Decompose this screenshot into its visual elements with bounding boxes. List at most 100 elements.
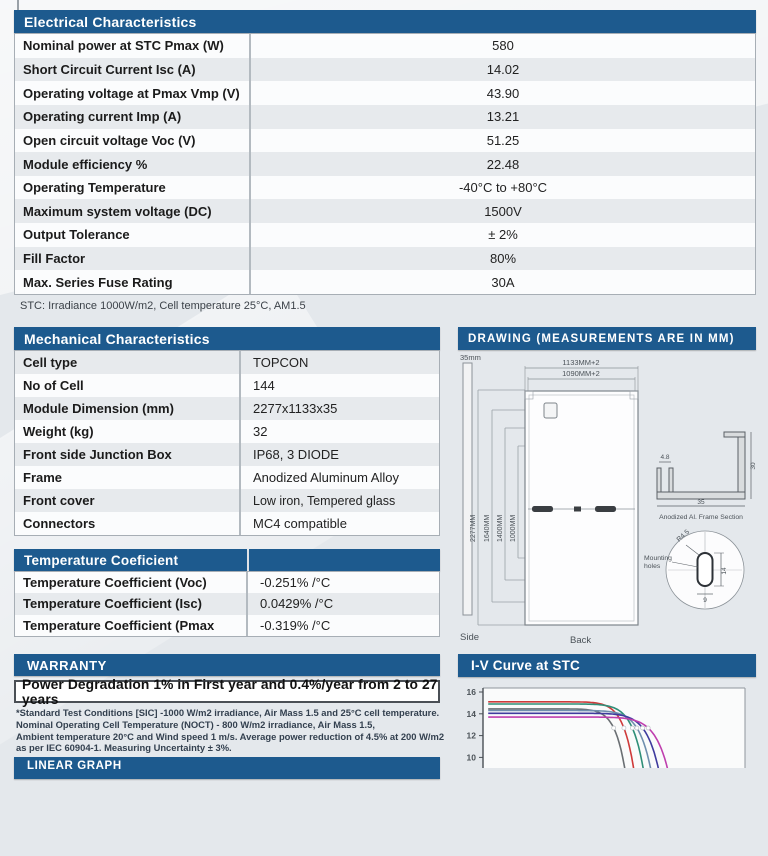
connector-mid — [574, 506, 581, 512]
row-label: Temperature Coefficient (Pmax — [15, 614, 248, 636]
row-label: Operating voltage at Pmax Vmp (V) — [15, 81, 251, 105]
table-row: Module efficiency % 22.48 — [15, 152, 755, 176]
frame-caption: Anodized Al. Frame Section — [659, 514, 743, 521]
table-row: Front side Junction Box IP68, 3 DIODE — [15, 443, 439, 466]
technical-drawing: 35mm Side 2277MM 1640MM 1400MM 1000MM 11… — [460, 353, 756, 646]
row-label: Front cover — [15, 489, 241, 512]
table-row: Temperature Coefficient (Pmax -0.319% /°C — [15, 614, 439, 636]
row-value: 22.48 — [486, 156, 520, 172]
iv-chart-container: 161412108 Current (A) — [458, 679, 756, 768]
iv-curves — [488, 700, 669, 768]
electrical-table: Nominal power at STC Pmax (W) 580 Short C… — [14, 33, 756, 295]
table-row: Weight (kg) 32 — [15, 420, 439, 443]
warranty-notes: *Standard Test Conditions [SIC] -1000 W/… — [16, 707, 446, 754]
back-label: Back — [570, 635, 591, 646]
electrical-section-header: Electrical Characteristics — [14, 10, 756, 33]
degradation-box: Power Degradation 1% in First year and 0… — [14, 677, 440, 707]
drawing-section-header: DRAWING (MEASUREMENTS ARE IN MM) — [458, 327, 756, 350]
side-label: Side — [460, 632, 479, 643]
table-row: Max. Series Fuse Rating 30A — [15, 270, 755, 295]
row-value: Low iron, Tempered glass — [253, 493, 396, 508]
row-value: 14.02 — [486, 61, 520, 77]
mechanical-section-header: Mechanical Characteristics — [14, 327, 440, 350]
mechanical-table: Cell type TOPCON No of Cell 144 Module Dim… — [14, 350, 440, 536]
row-value: -0.251% /°C — [260, 575, 331, 591]
frame-height-label: 30 — [750, 462, 756, 470]
table-row: Cell type TOPCON — [15, 351, 439, 374]
row-value: -40°C to +80°C — [458, 180, 548, 196]
note-line: Ambient temperature 20°C and Wind speed … — [16, 730, 445, 742]
svg-text:14: 14 — [467, 709, 477, 719]
row-label: Output Tolerance — [15, 223, 251, 247]
row-label: Temperature Coefficient (Isc) — [15, 593, 248, 615]
row-label: Module efficiency % — [15, 152, 251, 176]
mechanical-title: Mechanical Characteristics — [24, 330, 210, 347]
iv-title: I-V Curve at STC — [471, 658, 580, 673]
dim-1133: 1133MM+2 — [562, 358, 599, 367]
row-value: 30A — [491, 274, 515, 290]
iv-curve-svg: 161412108 Current (A) — [467, 687, 746, 768]
row-label: No of Cell — [15, 374, 241, 397]
stc-footnote: STC: Irradiance 1000W/m2, Cell temperatu… — [20, 300, 306, 312]
row-label: Operating Temperature — [15, 175, 251, 200]
temperature-section-header: Temperature Coeficient — [14, 549, 440, 571]
row-value: -0.319% /°C — [260, 617, 331, 633]
row-label: Maximum system voltage (DC) — [15, 199, 251, 224]
side-profile — [462, 362, 473, 616]
row-label: Operating current Imp (A) — [15, 104, 251, 129]
iv-y-axis-ticks: 161412108 — [467, 687, 483, 762]
row-label: Fill Factor — [15, 246, 251, 271]
row-value: 51.25 — [486, 132, 520, 148]
table-row: Fill Factor 80% — [15, 246, 755, 271]
row-value: 580 — [492, 38, 514, 54]
row-label: Front side Junction Box — [15, 443, 241, 466]
row-value: 32 — [253, 424, 268, 439]
hole-width-label: 9 — [703, 597, 707, 604]
linear-section-header: LINEAR GRAPH — [14, 757, 440, 779]
electrical-title: Electrical Characteristics — [24, 13, 197, 30]
row-label: Connectors — [15, 512, 241, 535]
dim-2277: 2277MM — [470, 515, 477, 542]
svg-text:16: 16 — [467, 687, 477, 697]
table-row: Nominal power at STC Pmax (W) 580 — [15, 34, 755, 58]
table-row: Connectors MC4 compatible — [15, 512, 439, 535]
svg-text:12: 12 — [467, 731, 477, 741]
table-row: Operating Temperature -40°C to +80°C — [15, 175, 755, 200]
row-label: Module Dimension (mm) — [15, 397, 241, 420]
hole-height-label: 14 — [721, 567, 728, 575]
row-label: Frame — [15, 466, 241, 489]
note-line: as per IEC 60904-1. Measuring Uncertaint… — [16, 742, 232, 754]
temperature-header-spacer — [249, 549, 440, 571]
dim-1090: 1090MM+2 — [562, 369, 600, 378]
row-value: 80% — [489, 251, 517, 267]
row-value: 144 — [253, 378, 275, 393]
connector-right — [595, 506, 616, 512]
table-row: Open circuit voltage Voc (V) 51.25 — [15, 128, 755, 153]
table-row: Maximum system voltage (DC) 1500V — [15, 199, 755, 224]
frame-section: 4.8 35 30 Anodized Al. Frame Section — [656, 431, 756, 521]
warranty-section-header: WARRANTY — [14, 654, 440, 676]
junction-box — [543, 402, 558, 419]
table-row: Temperature Coefficient (Voc) -0.251% /°C — [15, 572, 439, 594]
table-row: Operating voltage at Pmax Vmp (V) 43.90 — [15, 81, 755, 105]
table-row: Frame Anodized Aluminum Alloy — [15, 466, 439, 489]
row-value: 2277x1133x35 — [253, 401, 338, 416]
row-label: Max. Series Fuse Rating — [15, 270, 251, 295]
table-row: Module Dimension (mm) 2277x1133x35 — [15, 397, 439, 420]
dim-1640: 1640MM — [484, 515, 491, 542]
row-value: Anodized Aluminum Alloy — [253, 470, 399, 485]
svg-text:10: 10 — [467, 752, 477, 762]
row-label: Cell type — [15, 351, 241, 374]
linear-title: LINEAR GRAPH — [27, 760, 122, 772]
temperature-table: Temperature Coefficient (Voc) -0.251% /°C… — [14, 571, 440, 637]
table-row: Temperature Coefficient (Isc) 0.0429% /°C — [15, 593, 439, 615]
mounting-hole-detail: R4.5 Mounting holes 14 9 — [644, 529, 745, 610]
temperature-title: Temperature Coeficient — [24, 552, 179, 568]
page-edge-line — [17, 0, 19, 11]
dim-1400: 1400MM — [497, 515, 504, 542]
row-label: Short Circuit Current Isc (A) — [15, 57, 251, 82]
row-label: Open circuit voltage Voc (V) — [15, 128, 251, 153]
table-row: Short Circuit Current Isc (A) 14.02 — [15, 57, 755, 82]
frame-gap-label: 4.8 — [660, 454, 669, 461]
drawing-title: DRAWING (MEASUREMENTS ARE IN MM) — [468, 332, 735, 345]
